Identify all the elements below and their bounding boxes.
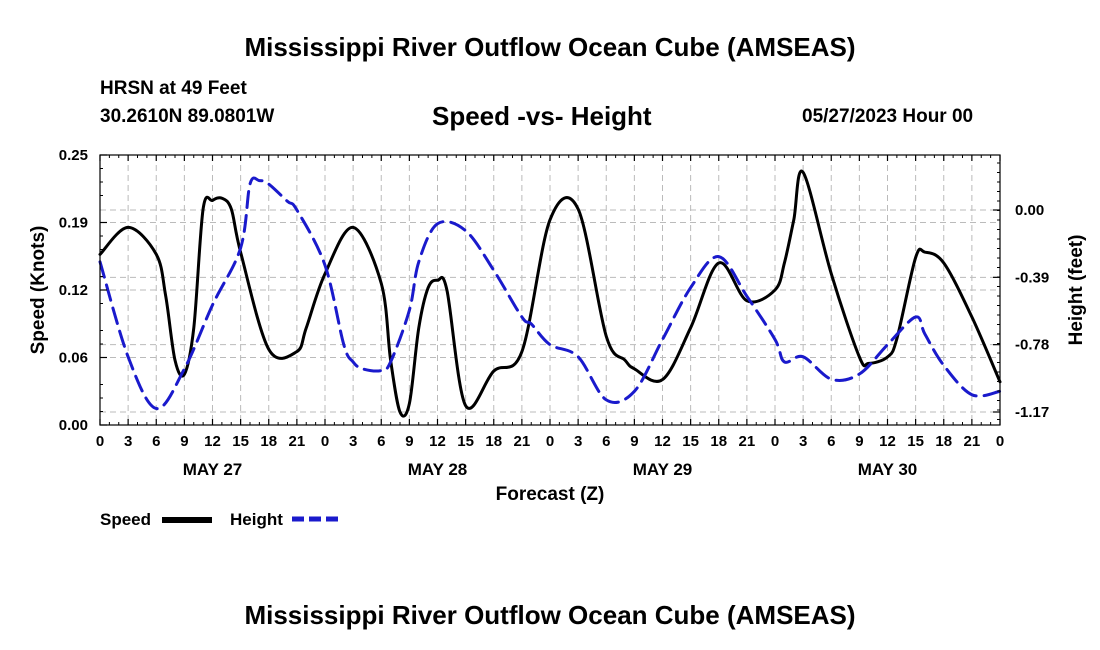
x-tick-label: 21	[739, 433, 756, 450]
x-tick-label: 3	[124, 433, 132, 450]
legend-height-swatch	[292, 516, 342, 522]
x-tick-label: 0	[96, 433, 104, 450]
axes: 0 3 6 9 12 15 18 21 0 3 6 9 12 15 18 21 0 3 6 9 12 15 18 21 0 3 6 9…	[59, 147, 1049, 479]
forecast-datetime: 05/27/2023 Hour 00	[802, 106, 974, 127]
x-tick-label: 15	[907, 433, 924, 450]
x-tick-label: 9	[855, 433, 863, 450]
y-axis-title: Speed (Knots)	[28, 226, 49, 355]
y-tick-label: 0.19	[59, 215, 88, 232]
x-tick-label: 15	[457, 433, 474, 450]
series	[98, 169, 1002, 418]
chart-title: Speed -vs- Height	[432, 101, 652, 131]
legend-speed-label: Speed	[100, 510, 152, 529]
x-tick-label: 12	[879, 433, 896, 450]
y-tick-label: 0.00	[59, 417, 88, 434]
x-tick-label: 9	[630, 433, 638, 450]
station-label: HRSN at 49 Feet	[100, 78, 247, 99]
x-tick-label: 18	[485, 433, 502, 450]
x-tick-label: 6	[377, 433, 385, 450]
x-tick-label: 0	[771, 433, 779, 450]
y-tick-label: 0.25	[59, 147, 88, 164]
x-tick-label: 18	[260, 433, 277, 450]
height-series-line	[98, 176, 1002, 410]
x-tick-label: 21	[514, 433, 531, 450]
y2-tick-label: -0.78	[1015, 337, 1049, 354]
date-label: MAY 29	[633, 460, 693, 479]
station-coords: 30.2610N 89.0801W	[100, 106, 275, 127]
x-tick-label: 21	[289, 433, 306, 450]
x-tick-label: 12	[204, 433, 221, 450]
x-tick-label: 6	[602, 433, 610, 450]
date-label: MAY 27	[183, 460, 243, 479]
x-tick-label: 12	[429, 433, 446, 450]
y2-tick-label: 0.00	[1015, 202, 1044, 219]
grid	[100, 155, 1000, 425]
legend-speed-swatch	[162, 517, 212, 523]
speed-height-chart: 0 3 6 9 12 15 18 21 0 3 6 9 12 15 18 21 0 3 6 9 12 15 18 21 0 3 6 9…	[28, 147, 1087, 505]
x-tick-label: 18	[710, 433, 727, 450]
x-tick-label: 0	[546, 433, 554, 450]
y-tick-label: 0.12	[59, 282, 88, 299]
legend-height-label: Height	[230, 510, 283, 529]
x-tick-label: 3	[349, 433, 357, 450]
x-tick-label: 18	[935, 433, 952, 450]
x-tick-label: 6	[152, 433, 160, 450]
page-title: Mississippi River Outflow Ocean Cube (AM…	[244, 32, 856, 62]
x-axis-title: Forecast (Z)	[496, 484, 605, 505]
x-tick-label: 3	[799, 433, 807, 450]
x-tick-label: 6	[827, 433, 835, 450]
y2-axis-title: Height (feet)	[1066, 235, 1087, 346]
x-tick-label: 9	[180, 433, 188, 450]
x-tick-label: 15	[682, 433, 699, 450]
y-tick-label: 0.06	[59, 350, 88, 367]
x-tick-label: 0	[321, 433, 329, 450]
y2-tick-label: -1.17	[1015, 404, 1049, 421]
speed-series-line	[98, 169, 1002, 418]
footer-title: Mississippi River Outflow Ocean Cube (AM…	[244, 600, 856, 630]
y2-tick-label: -0.39	[1015, 269, 1049, 286]
x-tick-label: 9	[405, 433, 413, 450]
date-label: MAY 28	[408, 460, 468, 479]
x-tick-label: 3	[574, 433, 582, 450]
x-tick-label: 21	[964, 433, 981, 450]
date-label: MAY 30	[858, 460, 918, 479]
x-tick-label: 0	[996, 433, 1004, 450]
x-tick-label: 15	[232, 433, 249, 450]
x-tick-label: 12	[654, 433, 671, 450]
